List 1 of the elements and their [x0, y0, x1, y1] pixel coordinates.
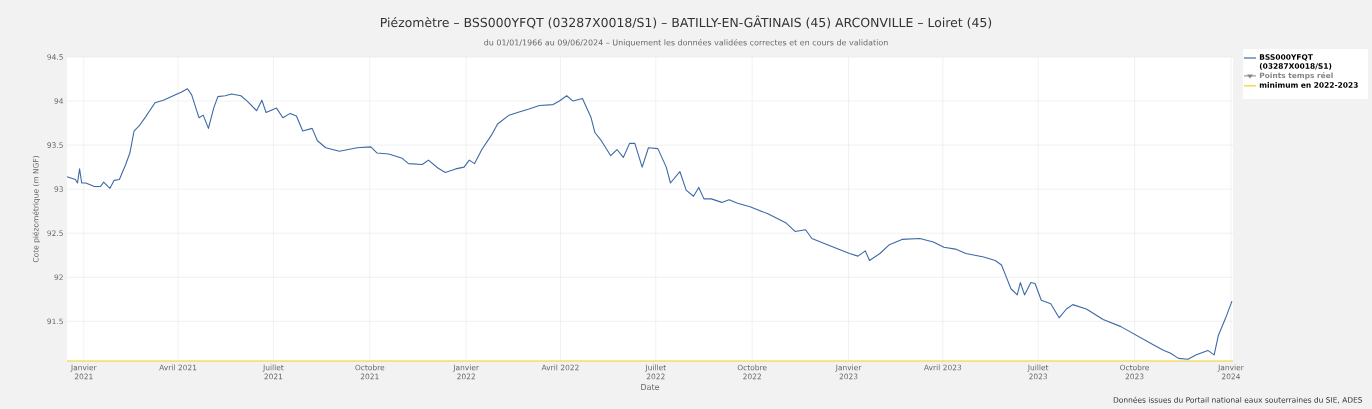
chart-title: Piézomètre – BSS000YFQT (03287X0018/S1) – BATILLY-EN-GÂTINAIS (45) ARCONVILLE – Loiret (45)	[380, 15, 992, 29]
